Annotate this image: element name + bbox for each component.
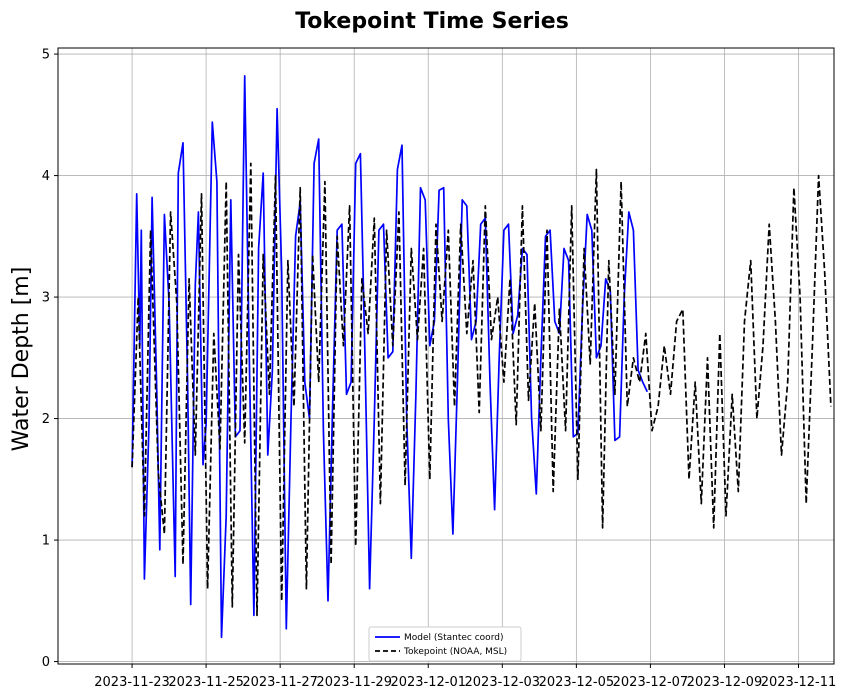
y-tick-label: 5: [42, 48, 50, 63]
y-tick-label: 0: [42, 655, 50, 670]
x-tick-label: 2023-11-29: [316, 675, 392, 690]
legend-label-tokepoint: Tokepoint (NOAA, MSL): [403, 647, 507, 657]
x-tick-label: 2023-12-07: [613, 675, 689, 690]
legend-label-model: Model (Stantec coord): [404, 633, 503, 643]
y-tick-label: 1: [42, 534, 50, 549]
x-tick-label: 2023-12-09: [687, 675, 763, 690]
x-tick-label: 2023-11-25: [168, 675, 244, 690]
chart-title: Tokepoint Time Series: [295, 9, 569, 34]
legend: Model (Stantec coord) Tokepoint (NOAA, M…: [368, 626, 522, 662]
series-tokepoint-line: [131, 162, 832, 617]
series-model-line: [131, 75, 649, 639]
x-tick-label: 2023-12-11: [761, 675, 837, 690]
plot-frame: [57, 47, 835, 665]
x-tick-label: 2023-11-23: [94, 675, 170, 690]
y-tick-label: 4: [42, 169, 50, 184]
x-tick-label: 2023-12-01: [390, 675, 466, 690]
x-tick-label: 2023-12-05: [539, 675, 615, 690]
y-tick-label: 2: [42, 412, 50, 427]
x-tick-label: 2023-12-03: [465, 675, 541, 690]
y-tick-label: 3: [42, 291, 50, 306]
y-axis-label: Water Depth [m]: [9, 267, 34, 452]
x-tick-label: 2023-11-27: [242, 675, 318, 690]
tick-layer: 2023-11-232023-11-252023-11-272023-11-29…: [42, 48, 837, 690]
series-layer: [131, 75, 832, 639]
legend-box: [368, 626, 522, 662]
